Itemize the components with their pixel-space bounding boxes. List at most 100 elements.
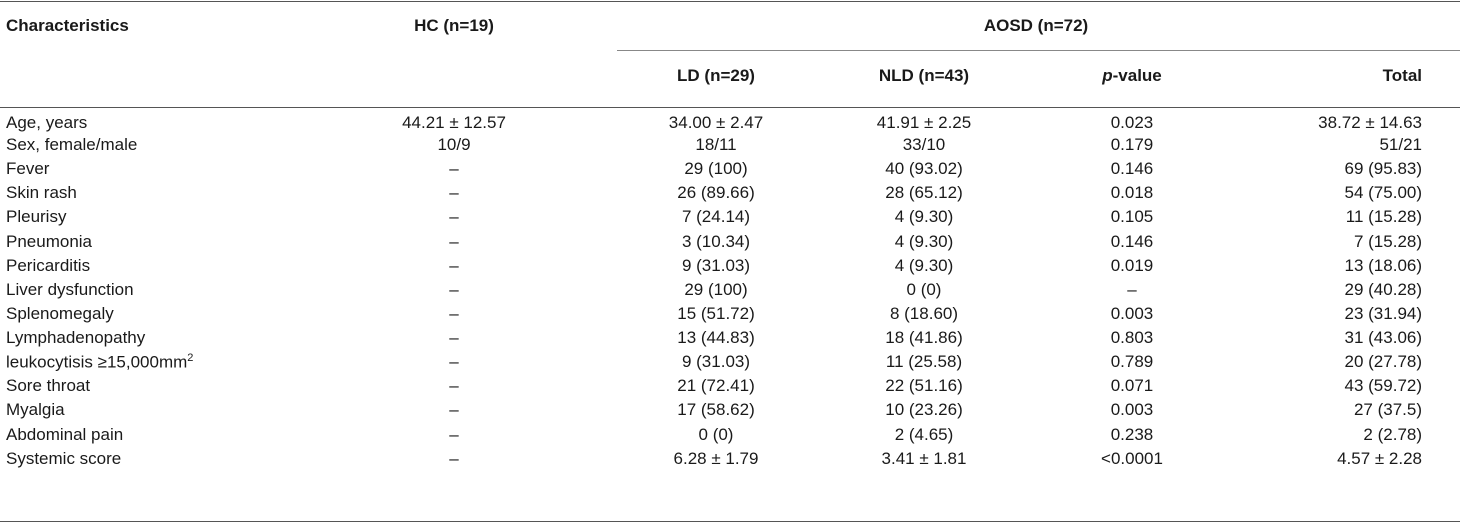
table-row: Myalgia – 17 (58.62) 10 (23.26) 0.003 27… [0, 398, 1460, 422]
cell-p-value: 0.146 [1110, 159, 1154, 179]
cell-p-value: 0.023 [1110, 113, 1154, 132]
cell-ld: 13 (44.83) [677, 328, 755, 348]
row-label: Systemic score [6, 448, 122, 468]
cell-total: 51/21 [1379, 135, 1423, 155]
cell-hc: 44.21 ± 12.57 [402, 113, 506, 132]
table-row: Lymphadenopathy – 13 (44.83) 18 (41.86) … [0, 326, 1460, 350]
row-label: Age, years [6, 113, 88, 132]
cell-hc: – [449, 231, 459, 251]
cell-ld: 26 (89.66) [677, 183, 755, 203]
cell-nld: 10 (23.26) [885, 400, 963, 420]
cell-ld: 15 (51.72) [677, 303, 755, 323]
cell-total: 69 (95.83) [1344, 159, 1423, 179]
header-characteristics: Characteristics [6, 16, 129, 35]
row-label: Myalgia [6, 400, 65, 420]
table-row: Sex, female/male 10/9 18/11 33/10 0.179 … [0, 133, 1460, 157]
cell-p-value: 0.018 [1110, 183, 1154, 203]
cell-nld: 4 (9.30) [894, 255, 954, 275]
cell-total: 43 (59.72) [1344, 376, 1423, 396]
cell-p-value: 0.071 [1110, 376, 1154, 396]
cell-nld: 33/10 [902, 135, 946, 155]
cell-p-value: <0.0001 [1101, 448, 1163, 468]
row-label: leukocytisis ≥15,000mm2 [0, 350, 296, 374]
row-label: Skin rash [6, 183, 77, 203]
header-nld: NLD (n=43) [878, 66, 970, 85]
row-label-superscript: 2 [187, 351, 194, 364]
cell-ld: 0 (0) [698, 424, 734, 444]
cell-p-value: 0.003 [1110, 303, 1154, 323]
cell-ld: 29 (100) [684, 279, 748, 299]
header-hc: HC (n=19) [414, 16, 494, 35]
cell-nld: 0 (0) [906, 279, 942, 299]
cell-ld: 9 (31.03) [681, 352, 751, 372]
cell-ld: 18/11 [695, 135, 737, 155]
cell-hc: – [449, 183, 459, 203]
cell-hc: – [449, 400, 459, 420]
row-label: Abdominal pain [6, 424, 124, 444]
cell-nld: 4 (9.30) [894, 231, 954, 251]
row-label: Lymphadenopathy [6, 328, 146, 348]
table-row: leukocytisis ≥15,000mm2 – 9 (31.03) 11 (… [0, 350, 1460, 374]
cell-hc: – [449, 255, 459, 275]
cell-p-value: 0.789 [1110, 352, 1154, 372]
cell-hc: – [449, 328, 459, 348]
row-label: Liver dysfunction [6, 279, 134, 299]
cell-p-value: 0.238 [1110, 424, 1154, 444]
row-label: Pleurisy [6, 207, 67, 227]
cell-ld: 21 (72.41) [677, 376, 755, 396]
table-row: Systemic score – 6.28 ± 1.79 3.41 ± 1.81… [0, 447, 1460, 471]
cell-ld: 34.00 ± 2.47 [668, 113, 764, 132]
cell-nld: 8 (18.60) [889, 303, 959, 323]
cell-nld: 4 (9.30) [894, 207, 954, 227]
cell-p-value: 0.146 [1110, 231, 1154, 251]
cell-hc: – [449, 448, 459, 468]
table-body: Age, years 44.21 ± 12.57 34.00 ± 2.47 41… [0, 107, 1460, 471]
cell-hc: 10/9 [437, 135, 471, 155]
header-empty-1 [0, 50, 296, 107]
cell-total: 31 (43.06) [1344, 328, 1423, 348]
cell-hc: – [449, 207, 459, 227]
header-p-italic: p [1102, 66, 1113, 85]
row-label: Sex, female/male [6, 135, 138, 155]
table-row: Age, years 44.21 ± 12.57 34.00 ± 2.47 41… [0, 107, 1460, 133]
top-rule [0, 1, 1460, 2]
cell-total: 11 (15.28) [1345, 207, 1423, 227]
table-row: Abdominal pain – 0 (0) 2 (4.65) 0.238 2 … [0, 423, 1460, 447]
header-ld: LD (n=29) [677, 66, 755, 85]
table-row: Skin rash – 26 (89.66) 28 (65.12) 0.018 … [0, 181, 1460, 205]
cell-total: 23 (31.94) [1344, 303, 1423, 323]
cell-hc: – [449, 424, 459, 444]
cell-nld: 11 (25.58) [885, 352, 963, 372]
row-label: Fever [6, 159, 50, 179]
cell-nld: 41.91 ± 2.25 [876, 113, 972, 132]
cell-p-value: 0.019 [1110, 255, 1154, 275]
row-label: Sore throat [6, 376, 91, 396]
row-label: Splenomegaly [6, 303, 114, 323]
cell-p-value: – [1127, 279, 1137, 299]
cell-ld: 9 (31.03) [681, 255, 751, 275]
table-header: Characteristics HC (n=19) AOSD (n=72) LD… [0, 0, 1460, 107]
cell-ld: 29 (100) [684, 159, 748, 179]
cell-p-value: 0.179 [1110, 135, 1154, 155]
header-p-value: p-value [1028, 50, 1236, 107]
row-label: Pneumonia [6, 231, 93, 251]
cell-total: 38.72 ± 14.63 [1318, 113, 1423, 132]
cell-total: 20 (27.78) [1344, 352, 1423, 372]
cell-hc: – [449, 376, 459, 396]
header-p-rest: -value [1112, 66, 1162, 85]
characteristics-table: Characteristics HC (n=19) AOSD (n=72) LD… [0, 0, 1460, 471]
header-row-1: Characteristics HC (n=19) AOSD (n=72) [0, 0, 1460, 50]
cell-total: 13 (18.06) [1344, 255, 1423, 275]
row-label: Pericarditis [6, 255, 91, 275]
table-row: Pleurisy – 7 (24.14) 4 (9.30) 0.105 11 (… [0, 205, 1460, 229]
table-row: Liver dysfunction – 29 (100) 0 (0) – 29 … [0, 278, 1460, 302]
cell-nld: 18 (41.86) [885, 328, 963, 348]
table-row: Pericarditis – 9 (31.03) 4 (9.30) 0.019 … [0, 254, 1460, 278]
cell-p-value: 0.003 [1110, 400, 1154, 420]
cell-total: 7 (15.28) [1353, 231, 1423, 251]
cell-nld: 2 (4.65) [894, 424, 954, 444]
cell-total: 27 (37.5) [1353, 400, 1423, 420]
cell-total: 54 (75.00) [1344, 183, 1423, 203]
table-row: Splenomegaly – 15 (51.72) 8 (18.60) 0.00… [0, 302, 1460, 326]
cell-ld: 6.28 ± 1.79 [673, 448, 759, 468]
